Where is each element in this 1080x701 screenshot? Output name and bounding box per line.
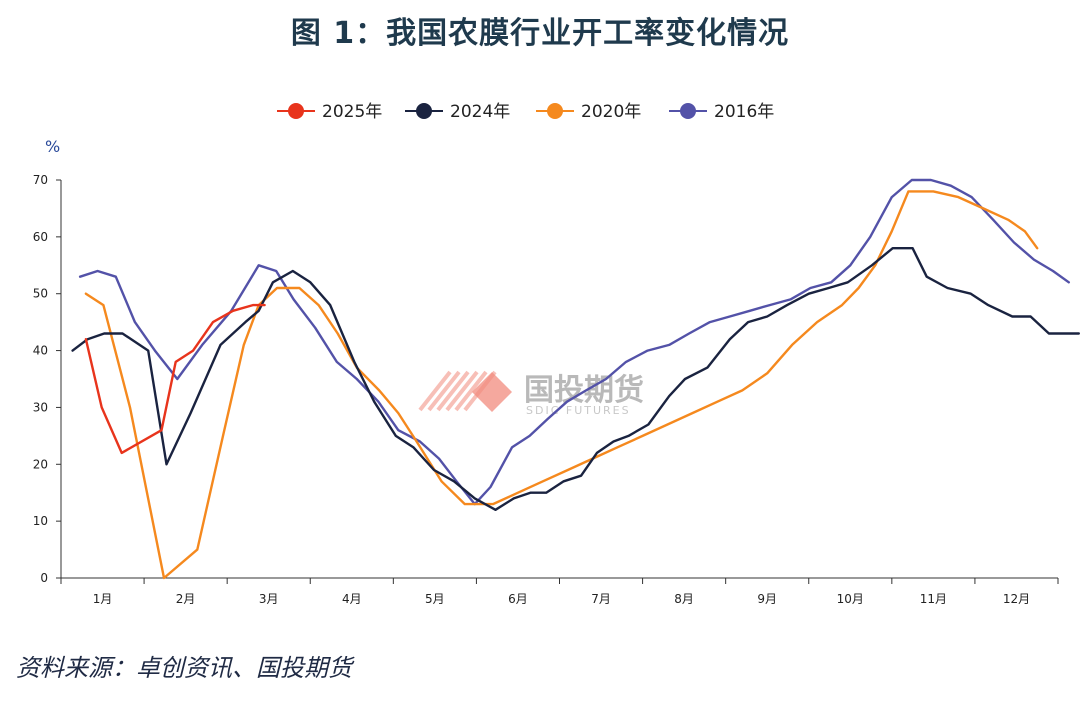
- legend-label: 2025年: [322, 102, 382, 122]
- y-tick-label: 60: [33, 230, 48, 244]
- y-tick-label: 30: [33, 400, 48, 414]
- legend-label: 2024年: [450, 102, 510, 122]
- watermark-diamond: [472, 372, 512, 412]
- x-tick-label: 4月: [342, 592, 362, 606]
- x-tick-label: 8月: [674, 592, 694, 606]
- x-tick-label: 11月: [920, 592, 947, 606]
- y-tick-label: 0: [40, 571, 48, 585]
- watermark-subtitle: SDIC FUTURES: [526, 404, 631, 417]
- watermark-stripe: [418, 370, 452, 412]
- x-tick-label: 7月: [591, 592, 611, 606]
- legend-marker: [680, 103, 696, 119]
- series-line: [71, 246, 1080, 511]
- watermark-stripe: [454, 370, 488, 412]
- legend-marker: [288, 103, 304, 119]
- x-tick-label: 5月: [425, 592, 445, 606]
- x-tick-label: 9月: [757, 592, 777, 606]
- series-line: [84, 303, 266, 455]
- x-tick-label: 6月: [508, 592, 528, 606]
- y-tick-label: 50: [33, 287, 48, 301]
- x-tick-label: 3月: [259, 592, 279, 606]
- y-tick-label: 10: [33, 514, 48, 528]
- watermark-stripe: [436, 370, 470, 412]
- legend-marker: [416, 103, 432, 119]
- y-tick-label: 20: [33, 457, 48, 471]
- chart-axes: 0 10 20 30 40 50 60 70 1月 2月 3月 4月 5月 6月 7月 8月 9月 10月 11月 1…: [33, 173, 1059, 606]
- legend-label: 2020年: [581, 102, 641, 122]
- series-line: [78, 178, 1071, 506]
- x-tick-label: 10月: [837, 592, 864, 606]
- chart-series: [71, 178, 1080, 580]
- y-axis-unit: %: [45, 137, 60, 156]
- chart-legend: 2025年 2024年 2020年 2016年: [277, 102, 774, 122]
- x-tick-label: 1月: [93, 592, 113, 606]
- watermark-stripe: [427, 370, 461, 412]
- watermark-stripe: [445, 370, 479, 412]
- y-tick-label: 40: [33, 344, 48, 358]
- legend-marker: [547, 103, 563, 119]
- chart-title: 图 1：我国农膜行业开工率变化情况: [290, 16, 790, 51]
- x-tick-label: 12月: [1003, 592, 1030, 606]
- legend-label: 2016年: [714, 102, 774, 122]
- y-tick-label: 70: [33, 173, 48, 187]
- x-tick-label: 2月: [176, 592, 196, 606]
- source-note: 资料来源：卓创资讯、国投期货: [16, 654, 352, 682]
